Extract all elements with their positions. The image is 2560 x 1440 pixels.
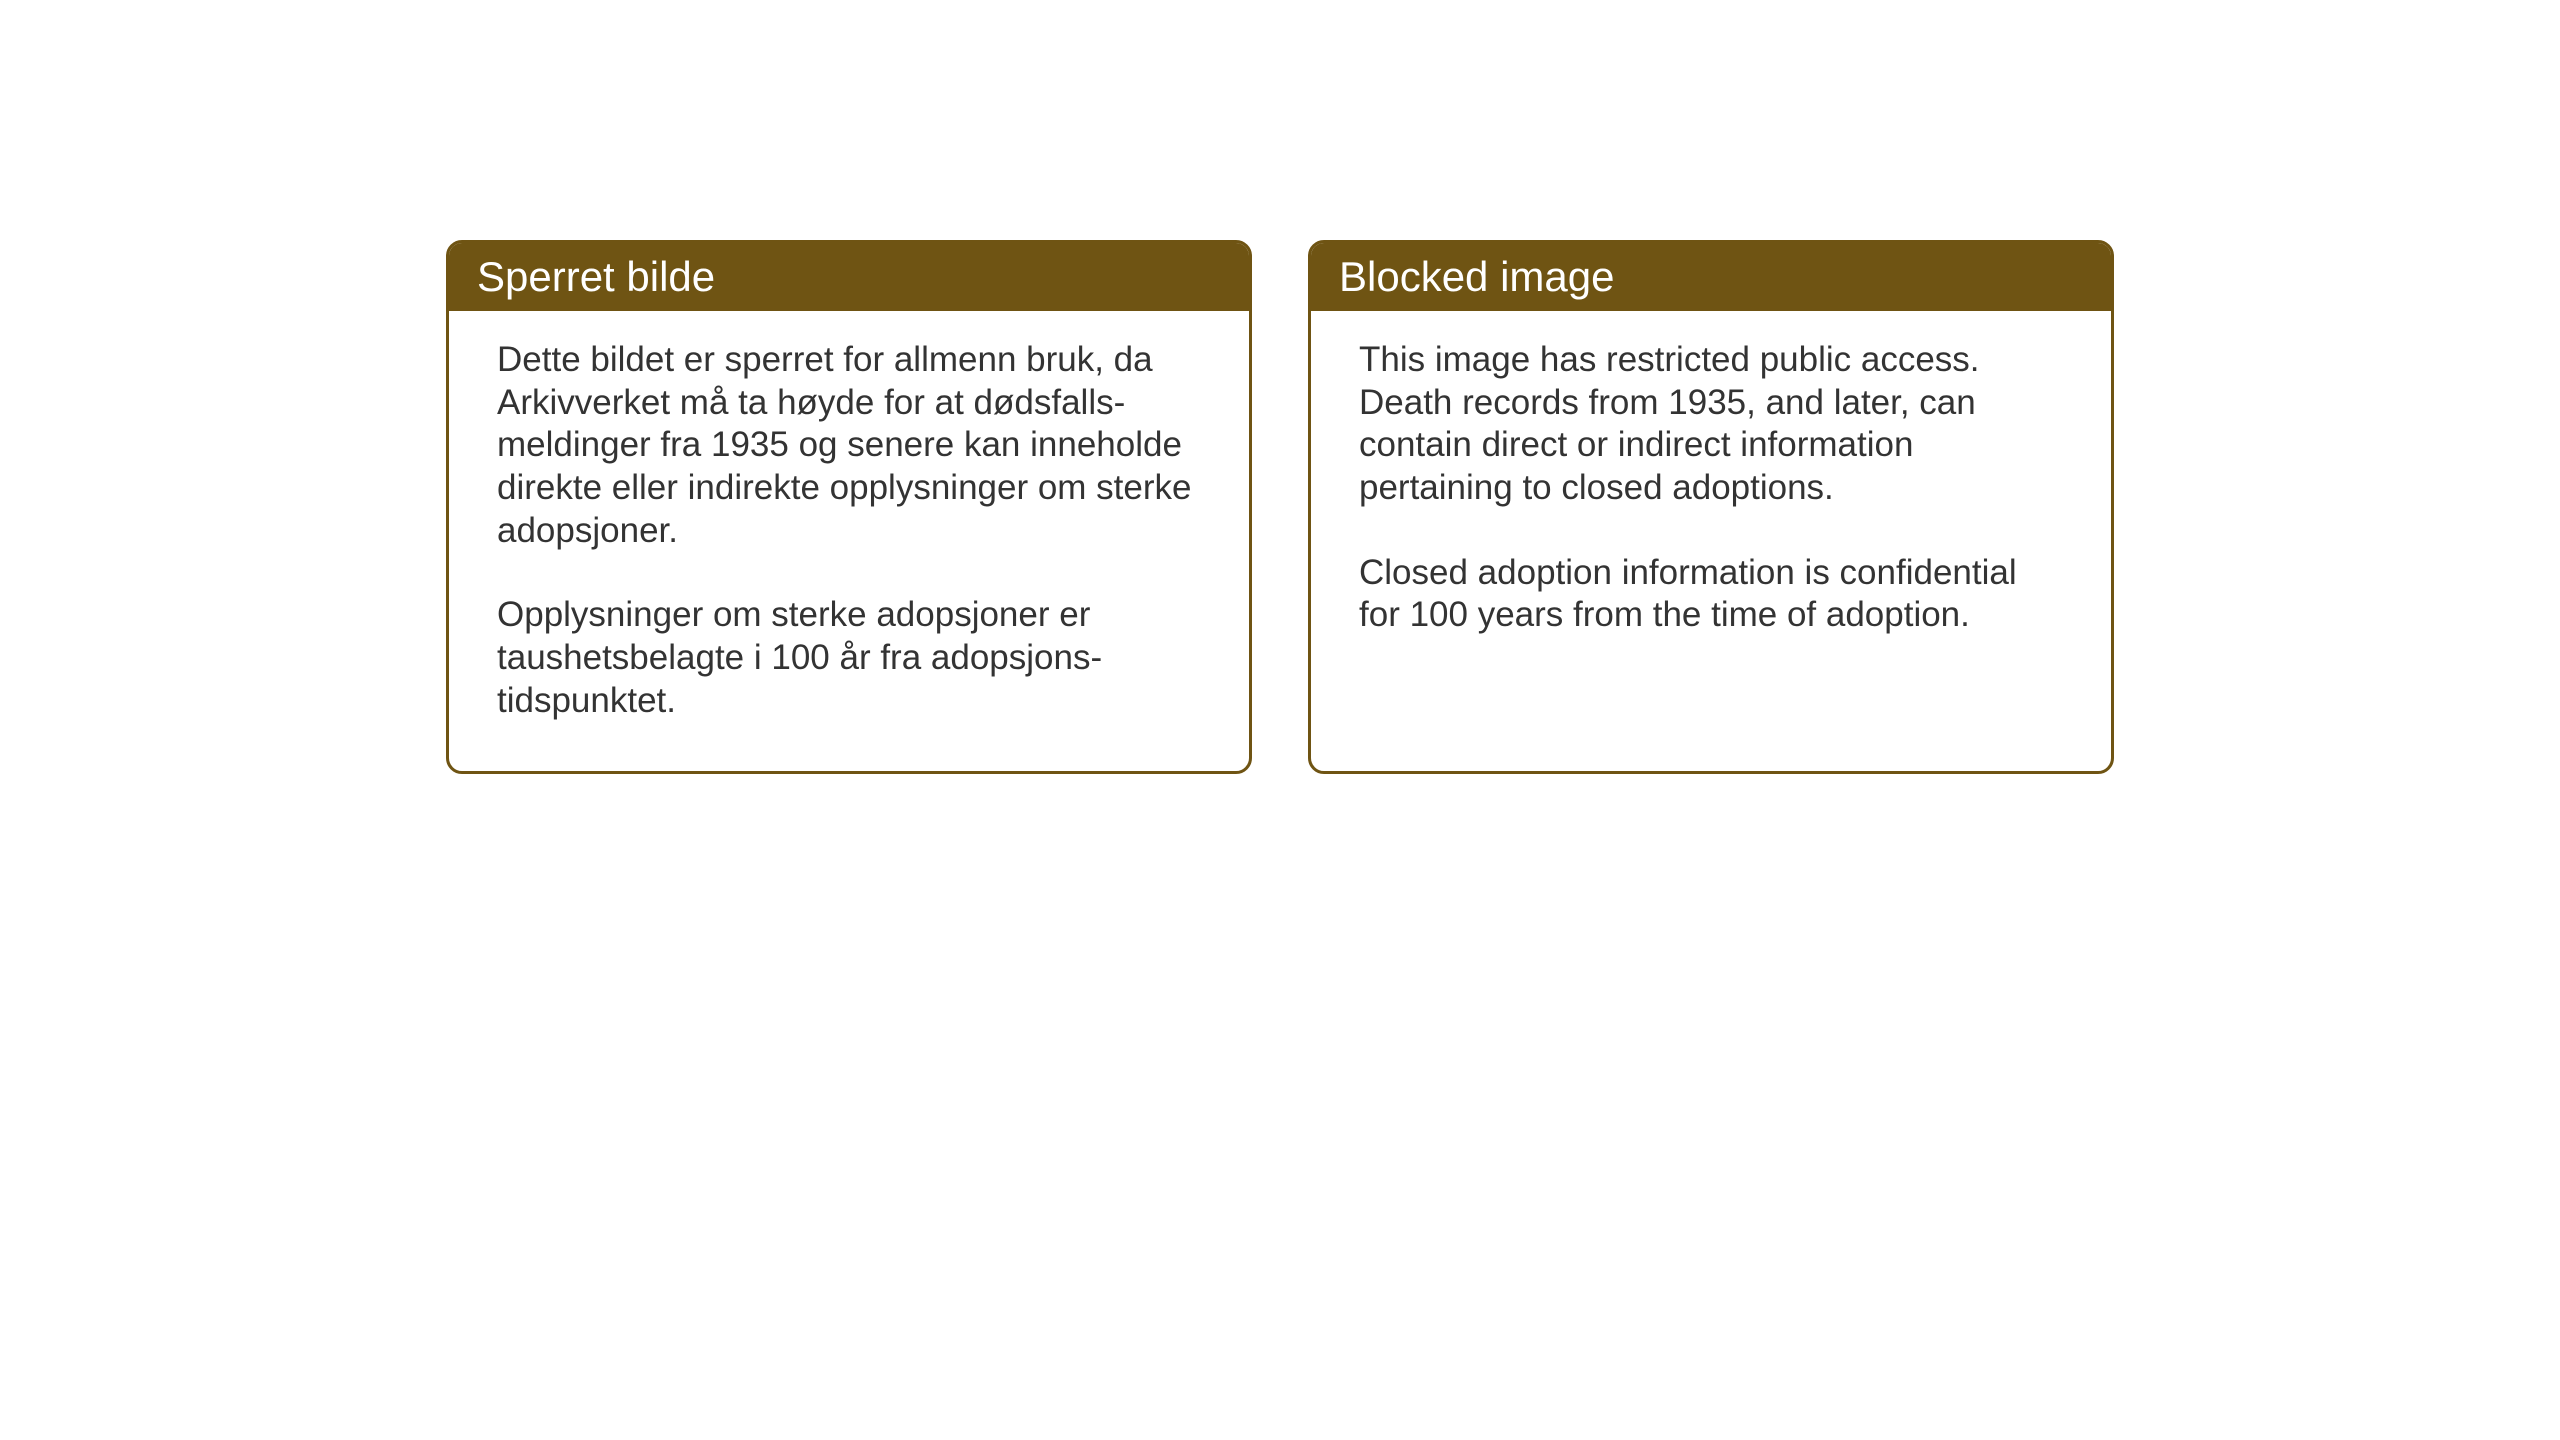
norwegian-card-body: Dette bildet er sperret for allmenn bruk… xyxy=(449,311,1249,771)
norwegian-notice-card: Sperret bilde Dette bildet er sperret fo… xyxy=(446,240,1252,774)
norwegian-card-title: Sperret bilde xyxy=(477,253,715,300)
norwegian-card-header: Sperret bilde xyxy=(449,243,1249,311)
english-card-body: This image has restricted public access.… xyxy=(1311,311,2111,685)
notice-container: Sperret bilde Dette bildet er sperret fo… xyxy=(446,240,2114,774)
norwegian-paragraph-1: Dette bildet er sperret for allmenn bruk… xyxy=(497,339,1201,552)
english-notice-card: Blocked image This image has restricted … xyxy=(1308,240,2114,774)
english-paragraph-1: This image has restricted public access.… xyxy=(1359,339,2063,510)
english-paragraph-2: Closed adoption information is confident… xyxy=(1359,552,2063,637)
english-card-header: Blocked image xyxy=(1311,243,2111,311)
english-card-title: Blocked image xyxy=(1339,253,1614,300)
norwegian-paragraph-2: Opplysninger om sterke adopsjoner er tau… xyxy=(497,594,1201,722)
